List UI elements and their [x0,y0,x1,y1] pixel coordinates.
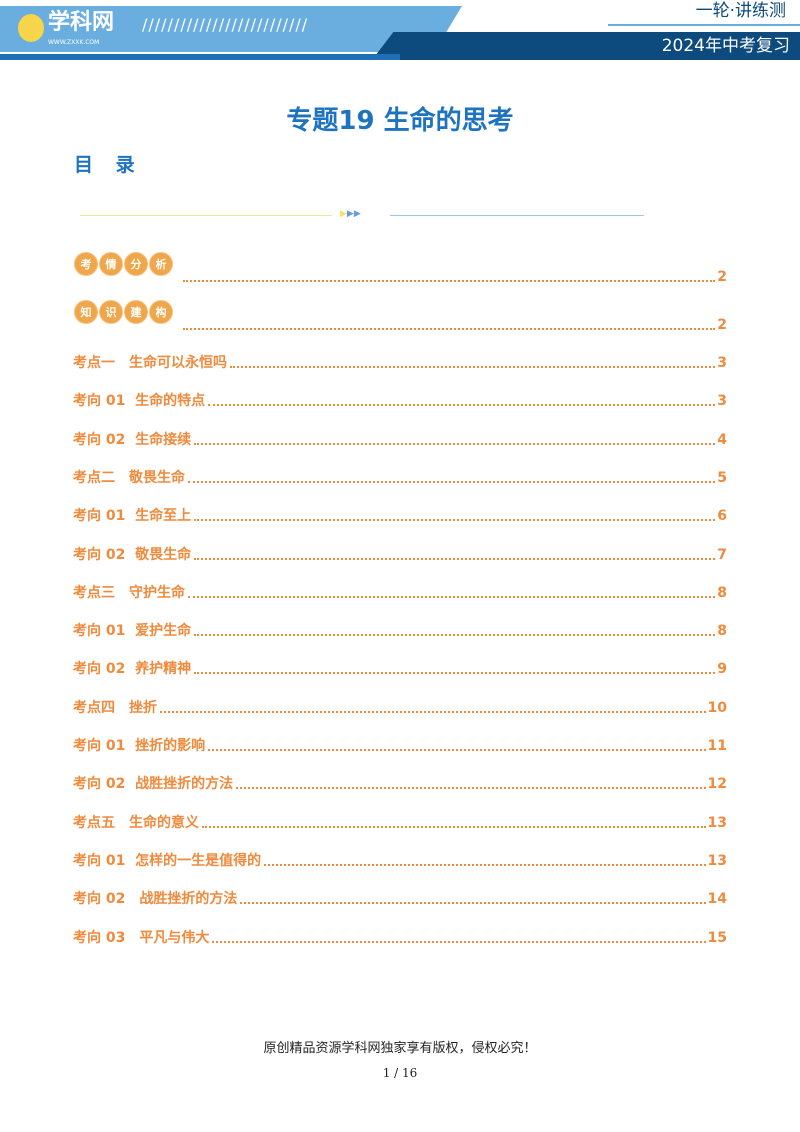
toc-page: 14 [707,891,727,908]
page-number: 1 / 16 [382,1066,418,1080]
toc-entry[interactable]: 考向 03 平凡与伟大 15 [73,927,727,947]
logo-url: WWW.ZXXK.COM [48,39,100,46]
toc-label: 考点五 生命的意义 [73,814,199,831]
toc-entry[interactable]: 考向 02 战胜挫折的方法 12 [73,773,727,793]
badge-char: 识 [99,300,123,324]
toc-label: 考向 02 养护精神 [73,661,192,678]
toc-label: 考点四 挫折 [73,699,157,716]
leader-dots [212,940,706,943]
logo-mascot-icon [18,14,44,42]
leader-dots [183,280,716,282]
toc-page: 6 [717,508,727,525]
leader-dots [230,366,716,368]
leader-dots [160,710,706,713]
toc-heading: 目 录 [74,154,143,176]
header-underline [0,54,400,60]
toc-page: 9 [717,661,727,678]
toc-entry[interactable]: 考点三 守护生命 8 [73,582,727,602]
toc-label: 考向 01 挫折的影响 [73,738,206,754]
toc-page: 15 [707,929,727,946]
badge-char: 构 [149,300,173,324]
toc-entry[interactable]: 2 [180,314,727,334]
toc-label: 考向 02 战胜挫折的方法 [73,891,238,908]
logo: 学科网 [48,10,115,35]
toc-page: 3 [717,393,727,410]
toc-entry[interactable]: 考向 02 生命接续 4 [73,429,727,449]
leader-dots [194,519,716,522]
toc-entry[interactable]: 2 [180,266,727,286]
header-band-dark [372,32,800,60]
toc-page: 8 [717,584,727,601]
toc-page: 3 [717,355,727,371]
page-title: 专题19 生命的思考 [286,106,514,136]
badge-char: 知 [74,300,98,324]
toc-entry[interactable]: 考向 01 怎样的一生是值得的 13 [73,850,727,870]
toc-label: 考向 01 爱护生命 [73,623,192,640]
badge-char: 分 [124,252,148,276]
toc-entry[interactable]: 考向 02 战胜挫折的方法 14 [73,888,727,908]
toc-page: 4 [717,431,727,448]
toc-entry[interactable]: 考向 01 挫折的影响 11 [73,735,727,755]
toc-label: 考点一 生命可以永恒吗 [73,355,227,371]
toc-entry[interactable]: 考点二 敬畏生命 5 [73,467,727,487]
divider [608,24,800,26]
arrows-icon: ▶▶▶ [340,209,361,219]
toc-page: 5 [717,469,727,486]
leader-dots [183,328,716,330]
toc-label: 考向 01 生命至上 [73,508,192,525]
year-label: 2024年中考复习 [661,36,790,56]
badge-char: 考 [74,252,98,276]
toc-label: 考向 03 平凡与伟大 [73,929,210,946]
badge-char: 建 [124,300,148,324]
divider [80,215,332,216]
toc-label: 考向 01 生命的特点 [73,393,206,410]
badge-char: 情 [99,252,123,276]
toc-page: 2 [717,317,727,333]
toc-page: 13 [707,814,727,831]
leader-dots [236,787,706,790]
section-badge: 知识建构 [74,300,173,324]
toc-entry[interactable]: 考向 01 生命至上 6 [73,505,727,525]
leader-dots [188,595,716,598]
toc-label: 考向 02 战胜挫折的方法 [73,776,234,793]
leader-dots [264,863,706,866]
leader-dots [194,442,716,445]
toc-entry[interactable]: 考点一 生命可以永恒吗 3 [73,352,727,372]
toc-page: 8 [717,623,727,640]
toc-label: 考向 01 怎样的一生是值得的 [73,852,262,869]
leader-dots [194,634,716,637]
toc-label: 考向 02 生命接续 [73,431,192,448]
toc-page: 13 [707,852,727,869]
copyright-footer: 原创精品资源学科网独家享有版权，侵权必究！ [263,1041,537,1056]
toc-entry[interactable]: 考向 01 爱护生命 8 [73,620,727,640]
leader-dots [194,672,716,675]
section-badge: 考情分析 [74,252,173,276]
toc-page: 12 [707,776,727,793]
toc-label: 考点二 敬畏生命 [73,469,185,486]
leader-dots [188,480,716,483]
toc-page: 11 [707,738,727,754]
toc-entry[interactable]: 考点四 挫折 10 [73,697,727,717]
toc-label: 考向 02 敬畏生命 [73,546,192,563]
leader-dots [240,902,706,905]
toc-entry[interactable]: 考向 02 敬畏生命 7 [73,544,727,564]
toc-page: 10 [707,699,727,716]
toc-entry[interactable]: 考点五 生命的意义 13 [73,812,727,832]
toc-entry[interactable]: 考向 02 养护精神 9 [73,658,727,678]
leader-dots [202,825,706,828]
series-label: 一轮·讲练测 [695,1,786,21]
divider [390,215,644,216]
toc-entry[interactable]: 考向 01 生命的特点 3 [73,390,727,410]
leader-dots [194,557,716,560]
toc-label: 考点三 守护生命 [73,584,185,601]
header-decoration: ////////////////////////// [142,15,309,34]
leader-dots [208,749,706,751]
toc-page: 2 [717,269,727,285]
toc-page: 7 [717,546,727,563]
leader-dots [208,404,716,407]
badge-char: 析 [149,252,173,276]
